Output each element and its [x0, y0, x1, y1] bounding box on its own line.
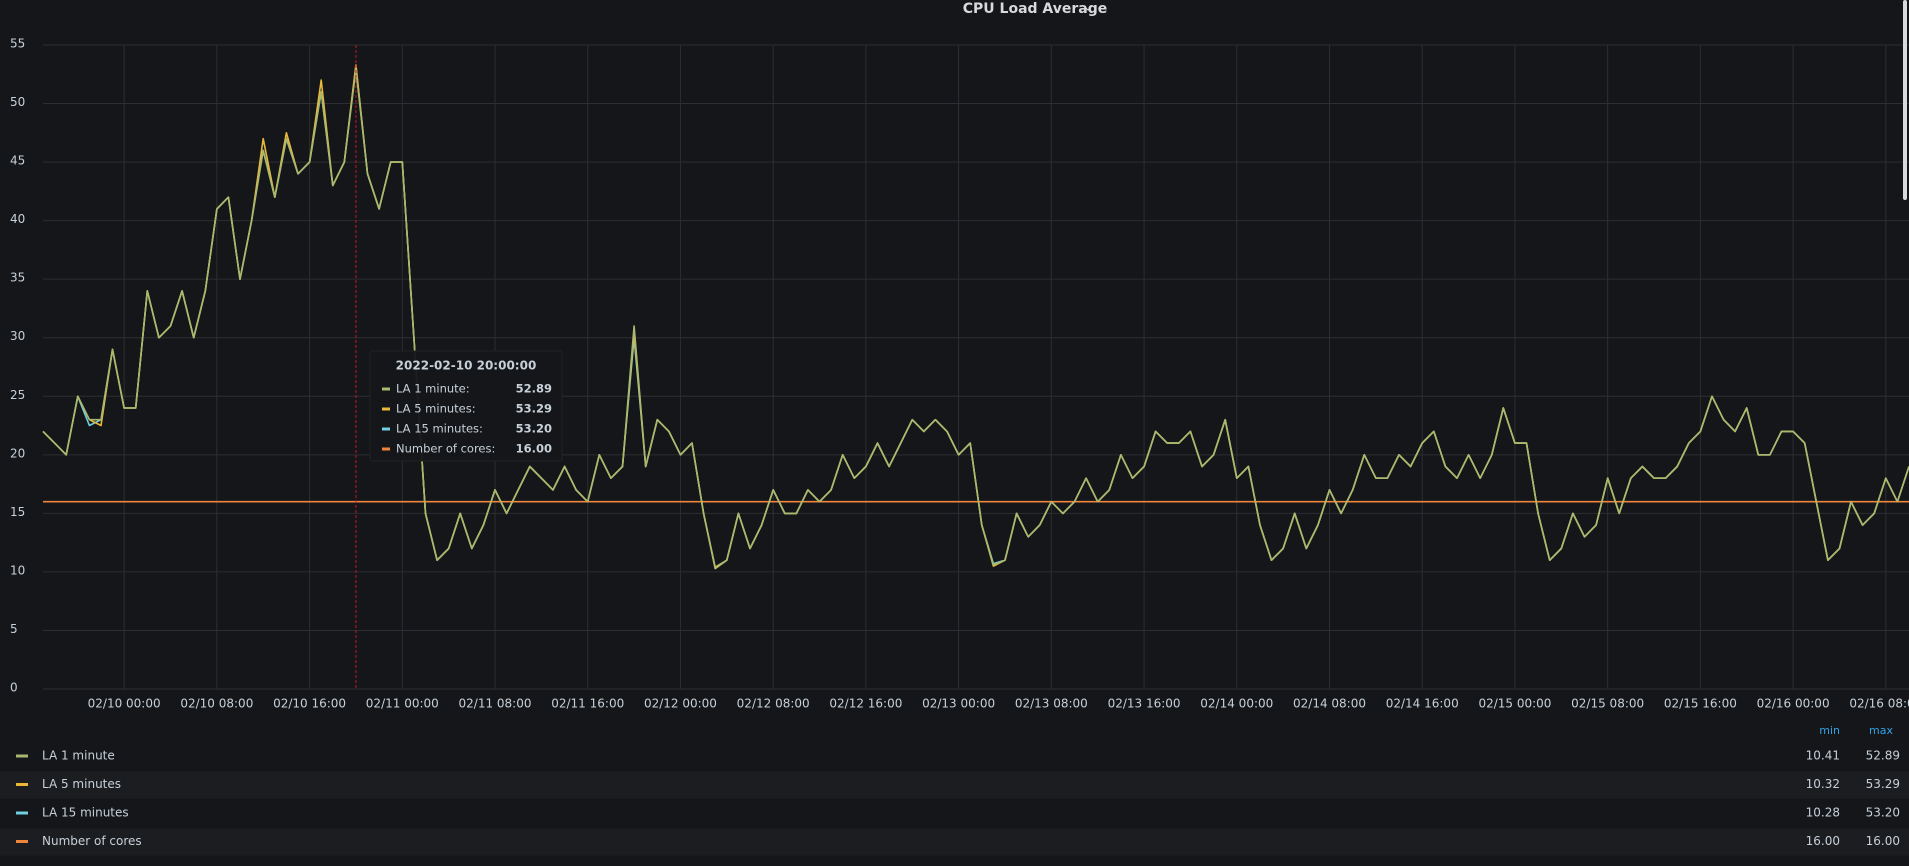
legend-stat: 53.29 [1866, 777, 1900, 791]
y-tick-label: 35 [10, 271, 25, 285]
legend-series-name[interactable]: LA 1 minute [42, 749, 115, 763]
y-tick-label: 50 [10, 95, 25, 109]
x-tick-label: 02/11 16:00 [551, 697, 624, 711]
x-tick-label: 02/11 00:00 [366, 697, 439, 711]
x-tick-label: 02/10 00:00 [88, 697, 161, 711]
x-tick-label: 02/13 08:00 [1015, 697, 1088, 711]
y-tick-label: 55 [10, 37, 25, 51]
panel-title[interactable]: CPU Load Average [963, 1, 1107, 17]
legend-series-name[interactable]: LA 15 minutes [42, 806, 129, 820]
legend-stat: 10.32 [1806, 777, 1840, 791]
legend-row-background [0, 771, 1909, 799]
x-tick-label: 02/13 00:00 [922, 697, 995, 711]
x-tick-label: 02/14 00:00 [1200, 697, 1273, 711]
series-line [42, 68, 1909, 568]
tooltip-label: Number of cores: [396, 442, 495, 456]
x-tick-label: 02/12 16:00 [829, 697, 902, 711]
tooltip-value: 53.29 [516, 402, 552, 416]
legend-series-name[interactable]: LA 5 minutes [42, 777, 121, 791]
legend-stat: 10.41 [1806, 749, 1840, 763]
y-tick-label: 0 [10, 681, 18, 695]
y-tick-label: 5 [10, 622, 18, 636]
legend-header[interactable]: max [1869, 724, 1893, 737]
tooltip-box [369, 350, 563, 462]
tooltip-value: 16.00 [516, 442, 552, 456]
x-tick-label: 02/10 16:00 [273, 697, 346, 711]
legend-stat: 10.28 [1806, 806, 1840, 820]
tooltip-label: LA 5 minutes: [396, 402, 476, 416]
y-tick-label: 30 [10, 329, 25, 343]
x-tick-label: 02/15 08:00 [1571, 697, 1644, 711]
legend-header[interactable]: min [1819, 724, 1840, 737]
tooltip-label: LA 15 minutes: [396, 422, 483, 436]
x-tick-label: 02/14 16:00 [1386, 697, 1459, 711]
x-tick-label: 02/12 00:00 [644, 697, 717, 711]
x-tick-label: 02/16 08:00 [1849, 697, 1909, 711]
legend-stat: 52.89 [1866, 749, 1900, 763]
x-tick-label: 02/10 08:00 [180, 697, 253, 711]
legend-stat: 16.00 [1806, 834, 1840, 848]
legend-stat: 53.20 [1866, 806, 1900, 820]
legend-stat: 16.00 [1866, 834, 1900, 848]
tooltip-value: 53.20 [516, 422, 552, 436]
scrollbar-thumb[interactable] [1903, 0, 1907, 200]
legend-row-background [0, 828, 1909, 856]
title-chevron[interactable] [1084, 6, 1092, 11]
y-tick-label: 20 [10, 446, 25, 460]
y-tick-label: 40 [10, 212, 25, 226]
y-tick-label: 15 [10, 505, 25, 519]
y-tick-label: 45 [10, 154, 25, 168]
x-tick-label: 02/16 00:00 [1757, 697, 1830, 711]
y-tick-label: 10 [10, 563, 25, 577]
x-tick-label: 02/14 08:00 [1293, 697, 1366, 711]
x-tick-label: 02/13 16:00 [1108, 697, 1181, 711]
y-tick-label: 25 [10, 388, 25, 402]
x-tick-label: 02/11 08:00 [459, 697, 532, 711]
legend-series-name[interactable]: Number of cores [42, 834, 142, 848]
tooltip-title: 2022-02-10 20:00:00 [396, 359, 537, 373]
tooltip-value: 52.89 [516, 382, 552, 396]
tooltip-label: LA 1 minute: [396, 382, 470, 396]
x-tick-label: 02/15 00:00 [1478, 697, 1551, 711]
x-tick-label: 02/12 08:00 [737, 697, 810, 711]
x-tick-label: 02/15 16:00 [1664, 697, 1737, 711]
